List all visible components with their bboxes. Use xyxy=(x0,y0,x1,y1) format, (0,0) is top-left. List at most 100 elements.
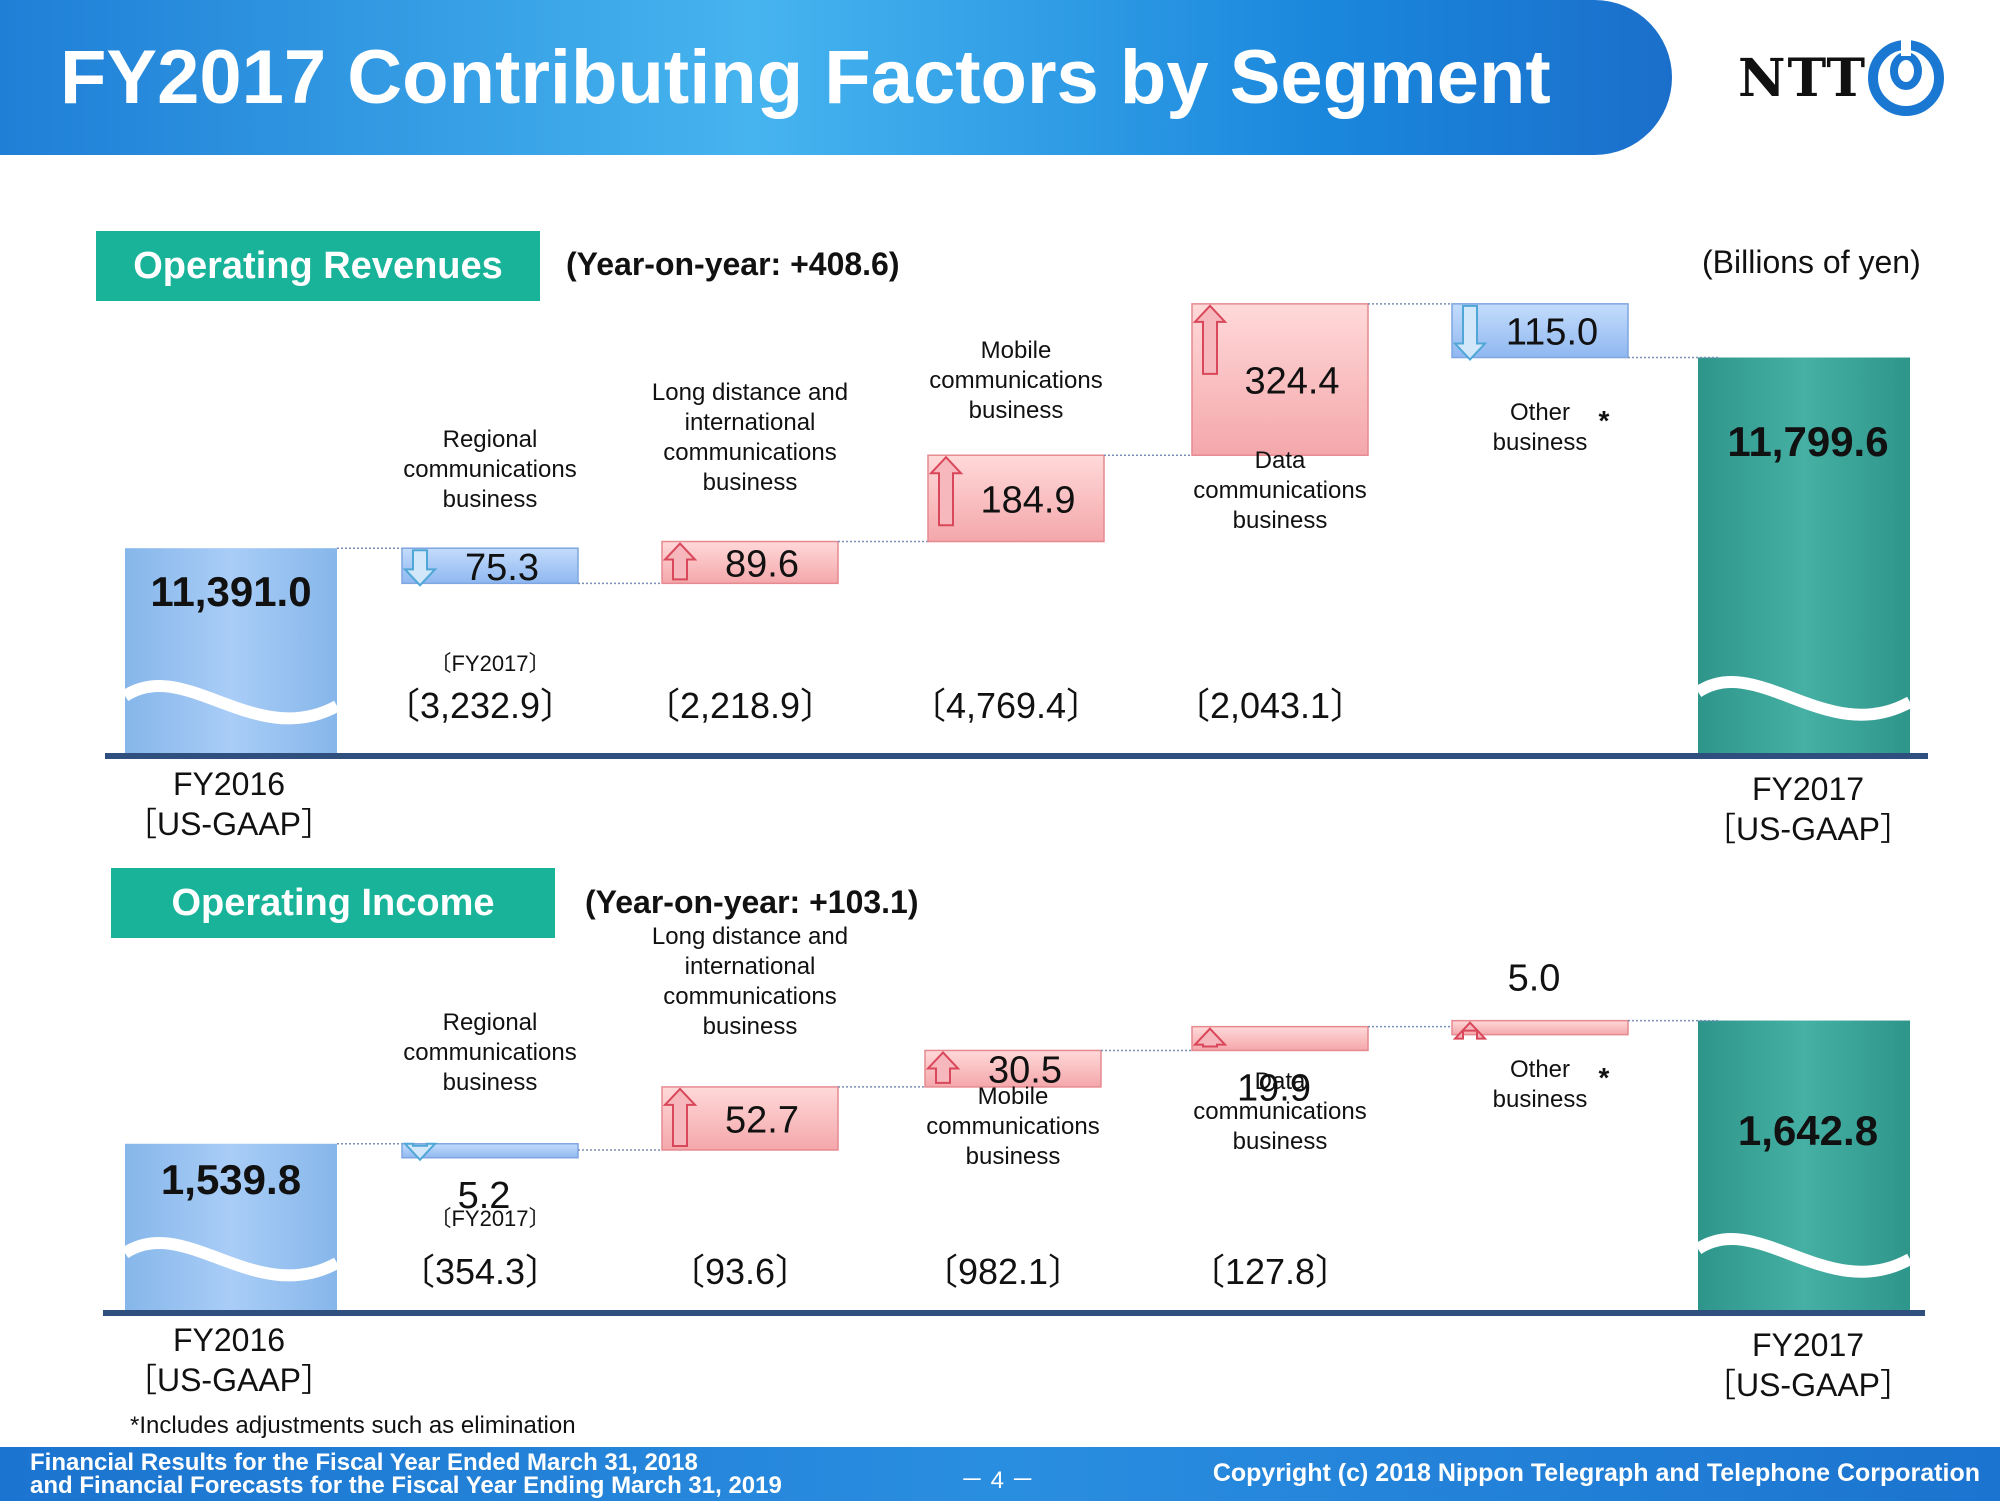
start-category-label: FY2016 xyxy=(173,766,285,802)
change-value-label: 5.2 xyxy=(458,1175,511,1217)
change-value-label: 324.4 xyxy=(1244,361,1339,403)
category-label: Other business * xyxy=(1493,1056,1610,1113)
footer-report-title: Financial Results for the Fiscal Year En… xyxy=(30,1449,782,1499)
up-arrow-icon xyxy=(662,1087,698,1147)
step-4: 324.4 Data communications business 〔2,043.1〕 xyxy=(1104,303,1369,726)
category-label-line: Regional xyxy=(443,426,538,453)
step-5: 115.0 Other business * xyxy=(1368,303,1629,456)
category-label-line: business xyxy=(443,486,538,513)
change-value-label: 19.9 xyxy=(1237,1067,1311,1109)
decrease-bar xyxy=(401,547,579,585)
category-label-line: communications xyxy=(663,439,836,466)
change-value-label: 184.9 xyxy=(980,479,1075,521)
category-label-line: Data xyxy=(1255,1068,1306,1095)
operating-revenues-chart: 11,391.0 FY2016 ［US-GAAP］ 11,799.6 FY2017 ［US… xyxy=(105,303,1928,847)
category-label-line: business xyxy=(969,397,1064,424)
up-arrow-icon xyxy=(1192,1027,1228,1048)
fy2017-caption: 〔FY2017〕 xyxy=(429,1206,550,1231)
category-label-line: Long distance and xyxy=(652,379,848,406)
operating-income-chart: 1,539.8 FY2016 ［US-GAAP］ 1,642.8 FY2017 ［US-G… xyxy=(103,923,1925,1403)
end-category-label: FY2017 xyxy=(1752,771,1864,807)
category-label-line: Mobile xyxy=(981,337,1052,364)
fy2017-value: 〔982.1〕 xyxy=(922,1251,1084,1292)
footnote: *Includes adjustments such as eliminatio… xyxy=(130,1412,576,1439)
category-label: Data communications business xyxy=(1193,447,1366,534)
end-value-label: 11,799.6 xyxy=(1727,418,1888,465)
footer-bar: Financial Results for the Fiscal Year En… xyxy=(0,1447,2000,1501)
asterisk-mark: * xyxy=(1599,405,1610,436)
change-value-label: 75.3 xyxy=(465,547,539,589)
start-bar: 11,391.0 FY2016 ［US-GAAP］ xyxy=(121,548,340,842)
header-banner: FY2017 Contributing Factors by Segment xyxy=(0,0,1672,155)
category-label: Other business * xyxy=(1493,399,1610,456)
income-yoy: (Year-on-year: +103.1) xyxy=(585,884,919,920)
footer-line-2: and Financial Forecasts for the Fiscal Y… xyxy=(30,1472,782,1499)
category-label: Long distance and international communicat… xyxy=(652,923,848,1040)
end-gaap-label: ［US-GAAP］ xyxy=(1704,1367,1912,1403)
fy2017-value: 〔354.3〕 xyxy=(399,1251,561,1292)
increase-bar xyxy=(661,1086,839,1151)
end-category-label: FY2017 xyxy=(1752,1327,1864,1363)
ntt-logo-icon xyxy=(1868,40,1944,116)
ntt-logo: NTT xyxy=(1738,38,1948,118)
end-bar: 11,799.6 FY2017 ［US-GAAP］ xyxy=(1694,357,1913,847)
category-label-line: Other xyxy=(1510,1056,1570,1083)
category-label-line: Other xyxy=(1510,399,1570,426)
category-label: Mobile communications business xyxy=(926,1083,1099,1170)
start-bar-wave xyxy=(121,1236,340,1282)
page-title: FY2017 Contributing Factors by Segment xyxy=(60,35,1551,120)
asterisk-mark: * xyxy=(1599,1062,1610,1093)
category-label-line: business xyxy=(966,1143,1061,1170)
increase-bar xyxy=(1451,1019,1629,1036)
page-number: － 4 － xyxy=(960,1467,1035,1494)
category-label-line: business xyxy=(703,469,798,496)
down-arrow-icon xyxy=(402,549,438,587)
end-value-label: 1,642.8 xyxy=(1738,1107,1878,1154)
end-bar-wave xyxy=(1694,676,1913,721)
end-gaap-label: ［US-GAAP］ xyxy=(1704,811,1912,847)
category-label-line: business xyxy=(1233,507,1328,534)
fy2017-caption: 〔FY2017〕 xyxy=(429,651,550,676)
footer-line-1: Financial Results for the Fiscal Year En… xyxy=(30,1449,698,1476)
change-value-label: 89.6 xyxy=(725,543,799,585)
category-label-line: communications xyxy=(663,983,836,1010)
end-bar-wave xyxy=(1694,1233,1913,1278)
category-label: Regional communications business xyxy=(403,1009,576,1096)
fy2017-value: 〔2,043.1〕 xyxy=(1174,685,1366,726)
category-label-line: Long distance and xyxy=(652,923,848,950)
category-label-line: communications xyxy=(1193,1098,1366,1125)
end-bar-rect xyxy=(1698,357,1910,754)
start-category-label: FY2016 xyxy=(173,1322,285,1358)
step-1: 75.3 Regional communications business 〔FY201… xyxy=(337,426,579,726)
category-label-line: Regional xyxy=(443,1009,538,1036)
category-label-line: business xyxy=(1493,1086,1588,1113)
start-value-label: 1,539.8 xyxy=(161,1156,301,1203)
fy2017-value: 〔93.6〕 xyxy=(669,1251,811,1292)
start-bar: 1,539.8 FY2016 ［US-GAAP］ xyxy=(121,1143,340,1398)
unit-label: (Billions of yen) xyxy=(1702,244,1921,280)
start-bar-rect xyxy=(125,1143,337,1311)
step-2: 52.7 Long distance and international commun… xyxy=(578,923,848,1292)
logo-text: NTT xyxy=(1738,48,1868,109)
start-value-label: 11,391.0 xyxy=(150,568,311,615)
category-label: Data communications business xyxy=(1193,1068,1366,1155)
category-label-line: Data xyxy=(1255,447,1306,474)
category-label-line: international xyxy=(685,953,816,980)
up-arrow-icon xyxy=(925,1050,961,1084)
increase-bar xyxy=(1191,303,1369,456)
up-arrow-icon xyxy=(1192,304,1228,375)
step-1: 5.2 Regional communications business 〔FY2017… xyxy=(337,1009,579,1292)
step-2: 89.6 Long distance and international commun… xyxy=(578,379,848,726)
category-label-line: business xyxy=(1493,429,1588,456)
copyright: Copyright (c) 2018 Nippon Telegraph and … xyxy=(1212,1459,1980,1487)
category-label-line: business xyxy=(703,1013,798,1040)
fy2017-value: 〔2,218.9〕 xyxy=(644,685,836,726)
start-gaap-label: ［US-GAAP］ xyxy=(125,806,333,842)
section-label-income: Operating Income xyxy=(111,868,555,938)
end-bar: 1,642.8 FY2017 ［US-GAAP］ xyxy=(1694,1020,1913,1403)
change-value-label: 30.5 xyxy=(988,1050,1062,1092)
fy2017-value: 〔127.8〕 xyxy=(1189,1251,1351,1292)
increase-bar xyxy=(1191,1025,1369,1052)
